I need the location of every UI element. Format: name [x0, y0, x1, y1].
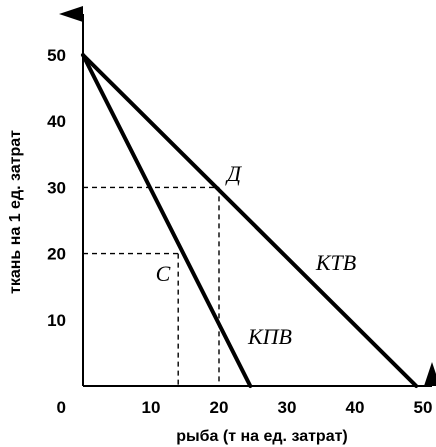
y-tick-label: 30: [47, 178, 66, 197]
x-tick-label: 50: [414, 398, 433, 417]
series-label: КПВ: [247, 324, 292, 349]
y-tick-label: 50: [47, 46, 66, 65]
y-tick-label: 40: [47, 112, 66, 131]
origin-label: 0: [57, 398, 66, 417]
x-tick-label: 10: [142, 398, 161, 417]
x-axis-title: рыба (т на ед. затрат): [176, 428, 348, 445]
y-tick-label: 20: [47, 245, 66, 264]
series-lines: [81, 53, 419, 388]
x-tick-label: 40: [346, 398, 365, 417]
point-label: Д: [225, 161, 242, 186]
annotations: КТВ КПВ Д С: [156, 161, 356, 349]
point-label: С: [156, 261, 171, 286]
axes: [59, 6, 436, 387]
x-tick-label: 20: [210, 398, 229, 417]
tick-labels: 10 20 30 40 50 10 20 30 40 50 0: [47, 46, 432, 417]
series-label: КТВ: [315, 250, 356, 275]
y-axis-title: ткань на 1 ед. затрат: [7, 130, 24, 294]
y-tick-label: 10: [47, 311, 66, 330]
series-line: [81, 53, 419, 388]
x-tick-label: 30: [278, 398, 297, 417]
series-line: [81, 53, 253, 388]
